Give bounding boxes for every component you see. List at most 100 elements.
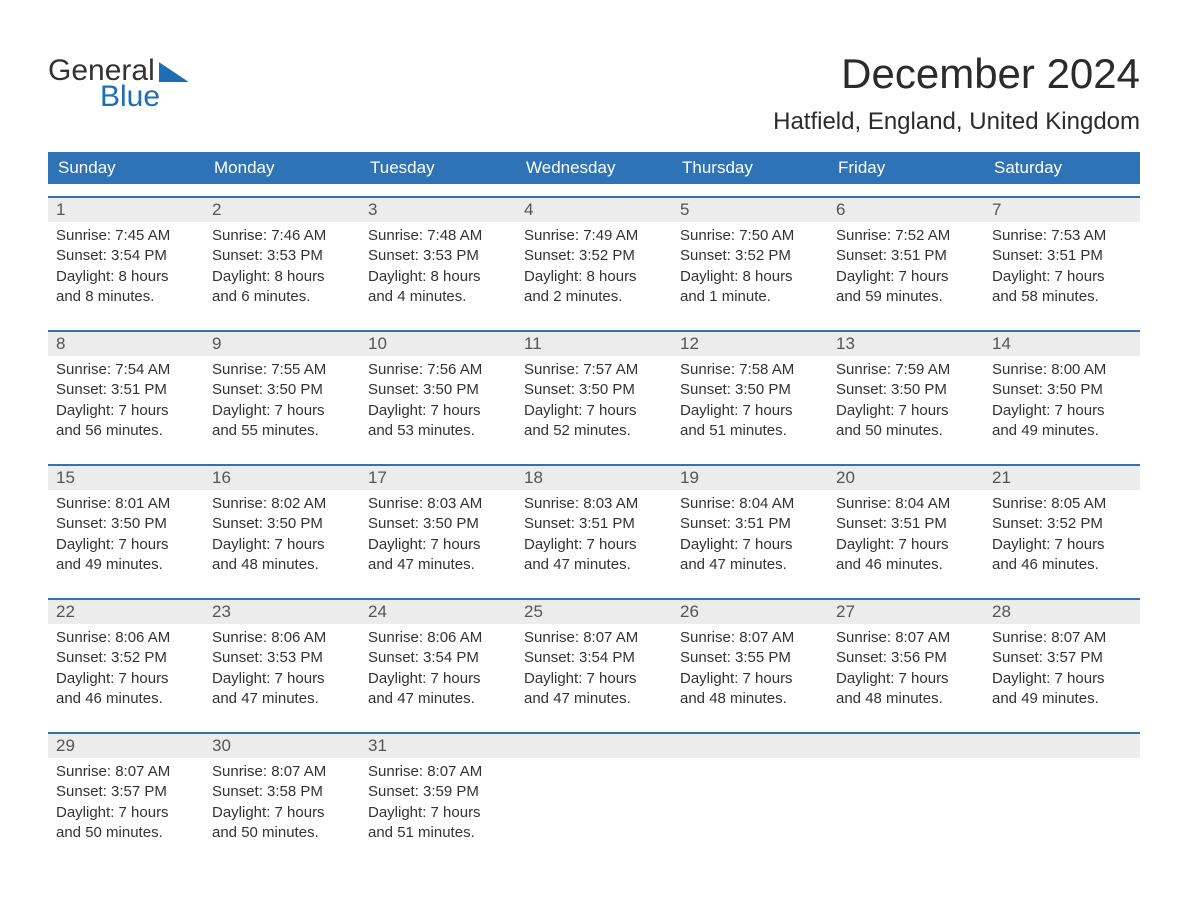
daylight-line-1: Daylight: 7 hours <box>368 401 508 421</box>
daylight-line-1: Daylight: 7 hours <box>212 803 352 823</box>
day-cell-empty <box>828 758 984 854</box>
sunrise-line: Sunrise: 8:07 AM <box>524 628 664 648</box>
dow-thursday: Thursday <box>672 152 828 184</box>
day-cell: Sunrise: 7:57 AMSunset: 3:50 PMDaylight:… <box>516 356 672 452</box>
sunrise-line: Sunrise: 7:53 AM <box>992 226 1132 246</box>
daylight-line-2: and 48 minutes. <box>680 689 820 709</box>
daylight-line-1: Daylight: 7 hours <box>992 267 1132 287</box>
sunrise-line: Sunrise: 8:04 AM <box>836 494 976 514</box>
sunset-line: Sunset: 3:50 PM <box>680 380 820 400</box>
daylight-line-2: and 47 minutes. <box>368 555 508 575</box>
daylight-line-2: and 51 minutes. <box>368 823 508 843</box>
day-cell: Sunrise: 7:52 AMSunset: 3:51 PMDaylight:… <box>828 222 984 318</box>
sunset-line: Sunset: 3:56 PM <box>836 648 976 668</box>
daylight-line-2: and 4 minutes. <box>368 287 508 307</box>
sunset-line: Sunset: 3:50 PM <box>212 514 352 534</box>
day-cell: Sunrise: 8:07 AMSunset: 3:56 PMDaylight:… <box>828 624 984 720</box>
day-cell: Sunrise: 8:02 AMSunset: 3:50 PMDaylight:… <box>204 490 360 586</box>
day-of-week-header: SundayMondayTuesdayWednesdayThursdayFrid… <box>48 152 1140 184</box>
sunset-line: Sunset: 3:55 PM <box>680 648 820 668</box>
daylight-line-2: and 6 minutes. <box>212 287 352 307</box>
day-number: 6 <box>828 198 984 222</box>
week-row: 22232425262728Sunrise: 8:06 AMSunset: 3:… <box>48 598 1140 720</box>
daylight-line-1: Daylight: 7 hours <box>56 669 196 689</box>
day-number: 4 <box>516 198 672 222</box>
sunset-line: Sunset: 3:50 PM <box>836 380 976 400</box>
day-cell: Sunrise: 8:04 AMSunset: 3:51 PMDaylight:… <box>672 490 828 586</box>
day-cell: Sunrise: 7:46 AMSunset: 3:53 PMDaylight:… <box>204 222 360 318</box>
day-cell: Sunrise: 7:54 AMSunset: 3:51 PMDaylight:… <box>48 356 204 452</box>
day-cell: Sunrise: 8:07 AMSunset: 3:58 PMDaylight:… <box>204 758 360 854</box>
flag-icon <box>159 62 189 82</box>
day-cell: Sunrise: 7:58 AMSunset: 3:50 PMDaylight:… <box>672 356 828 452</box>
daylight-line-2: and 46 minutes. <box>56 689 196 709</box>
sunrise-line: Sunrise: 8:07 AM <box>992 628 1132 648</box>
day-number: 11 <box>516 332 672 356</box>
day-cell-empty <box>672 758 828 854</box>
day-cell: Sunrise: 7:50 AMSunset: 3:52 PMDaylight:… <box>672 222 828 318</box>
day-cell: Sunrise: 8:07 AMSunset: 3:54 PMDaylight:… <box>516 624 672 720</box>
daylight-line-2: and 46 minutes. <box>992 555 1132 575</box>
day-number: 12 <box>672 332 828 356</box>
sunset-line: Sunset: 3:50 PM <box>992 380 1132 400</box>
sunset-line: Sunset: 3:57 PM <box>992 648 1132 668</box>
day-number: 5 <box>672 198 828 222</box>
sunrise-line: Sunrise: 7:52 AM <box>836 226 976 246</box>
daylight-line-2: and 2 minutes. <box>524 287 664 307</box>
day-number: 1 <box>48 198 204 222</box>
sunset-line: Sunset: 3:51 PM <box>836 246 976 266</box>
daylight-line-2: and 46 minutes. <box>836 555 976 575</box>
day-number: 18 <box>516 466 672 490</box>
sunrise-line: Sunrise: 7:45 AM <box>56 226 196 246</box>
day-number: 10 <box>360 332 516 356</box>
daylight-line-1: Daylight: 7 hours <box>680 669 820 689</box>
day-number: 20 <box>828 466 984 490</box>
day-cell: Sunrise: 8:04 AMSunset: 3:51 PMDaylight:… <box>828 490 984 586</box>
sunset-line: Sunset: 3:59 PM <box>368 782 508 802</box>
sunset-line: Sunset: 3:53 PM <box>212 648 352 668</box>
week-row: 293031Sunrise: 8:07 AMSunset: 3:57 PMDay… <box>48 732 1140 854</box>
daylight-line-1: Daylight: 8 hours <box>680 267 820 287</box>
sunset-line: Sunset: 3:52 PM <box>680 246 820 266</box>
day-cell: Sunrise: 8:06 AMSunset: 3:54 PMDaylight:… <box>360 624 516 720</box>
dow-friday: Friday <box>828 152 984 184</box>
day-cell: Sunrise: 8:07 AMSunset: 3:57 PMDaylight:… <box>984 624 1140 720</box>
daylight-line-1: Daylight: 8 hours <box>212 267 352 287</box>
sunrise-line: Sunrise: 8:02 AM <box>212 494 352 514</box>
daylight-line-1: Daylight: 7 hours <box>212 535 352 555</box>
sunset-line: Sunset: 3:53 PM <box>212 246 352 266</box>
dow-saturday: Saturday <box>984 152 1140 184</box>
day-number: 25 <box>516 600 672 624</box>
sunrise-line: Sunrise: 8:05 AM <box>992 494 1132 514</box>
daylight-line-2: and 50 minutes. <box>836 421 976 441</box>
sunrise-line: Sunrise: 8:03 AM <box>524 494 664 514</box>
daylight-line-2: and 56 minutes. <box>56 421 196 441</box>
sunset-line: Sunset: 3:53 PM <box>368 246 508 266</box>
daylight-line-2: and 49 minutes. <box>992 689 1132 709</box>
sunrise-line: Sunrise: 7:59 AM <box>836 360 976 380</box>
day-number: 14 <box>984 332 1140 356</box>
day-number: 29 <box>48 734 204 758</box>
day-cell: Sunrise: 8:06 AMSunset: 3:53 PMDaylight:… <box>204 624 360 720</box>
day-number: 8 <box>48 332 204 356</box>
day-number: 7 <box>984 198 1140 222</box>
daylight-line-1: Daylight: 7 hours <box>836 535 976 555</box>
daylight-line-2: and 50 minutes. <box>212 823 352 843</box>
sunset-line: Sunset: 3:54 PM <box>368 648 508 668</box>
day-cell: Sunrise: 8:03 AMSunset: 3:50 PMDaylight:… <box>360 490 516 586</box>
day-cell: Sunrise: 7:49 AMSunset: 3:52 PMDaylight:… <box>516 222 672 318</box>
day-cell: Sunrise: 8:03 AMSunset: 3:51 PMDaylight:… <box>516 490 672 586</box>
day-number: 2 <box>204 198 360 222</box>
sunset-line: Sunset: 3:51 PM <box>992 246 1132 266</box>
daylight-line-2: and 49 minutes. <box>992 421 1132 441</box>
daylight-line-2: and 59 minutes. <box>836 287 976 307</box>
day-number: 9 <box>204 332 360 356</box>
sunset-line: Sunset: 3:51 PM <box>56 380 196 400</box>
location: Hatfield, England, United Kingdom <box>773 108 1140 136</box>
logo: General Blue <box>48 56 189 112</box>
topbar: General Blue December 2024 Hatfield, Eng… <box>48 50 1140 136</box>
sunrise-line: Sunrise: 8:07 AM <box>368 762 508 782</box>
daylight-line-2: and 47 minutes. <box>368 689 508 709</box>
calendar-grid: SundayMondayTuesdayWednesdayThursdayFrid… <box>48 152 1140 854</box>
day-number: 30 <box>204 734 360 758</box>
